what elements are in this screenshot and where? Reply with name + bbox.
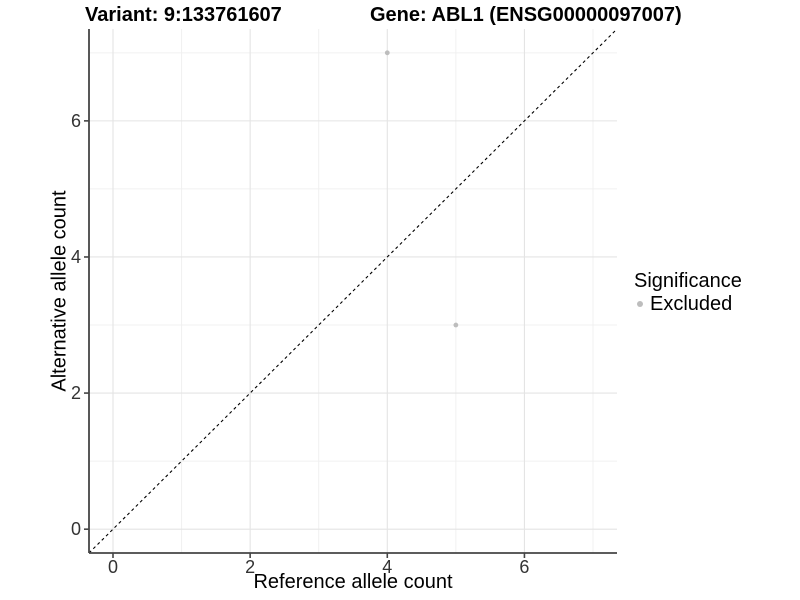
identity-line xyxy=(88,28,618,554)
x-tick-label: 0 xyxy=(108,557,118,577)
legend-title: Significance xyxy=(634,270,742,292)
x-tick-label: 6 xyxy=(519,557,529,577)
legend-item-excluded: Excluded xyxy=(634,292,742,315)
x-tick-label: 2 xyxy=(245,557,255,577)
legend-point-icon xyxy=(637,301,643,307)
y-tick-label: 6 xyxy=(71,111,81,131)
legend: Significance Excluded xyxy=(634,270,742,315)
y-tick-label: 2 xyxy=(71,383,81,403)
y-tick-label: 0 xyxy=(71,519,81,539)
x-tick-label: 4 xyxy=(382,557,392,577)
x-axis-title: Reference allele count xyxy=(253,571,453,593)
plot-title-variant: Variant: 9:133761607 xyxy=(85,4,282,26)
data-point xyxy=(453,322,459,328)
data-point xyxy=(384,50,390,56)
y-axis-title: Alternative allele count xyxy=(48,190,71,392)
y-tick-label: 4 xyxy=(71,247,81,267)
plot-panel: 0 2 4 6 0 2 4 6 xyxy=(71,28,618,577)
legend-item-label: Excluded xyxy=(650,292,733,315)
plot-title-gene: Gene: ABL1 (ENSG00000097007) xyxy=(370,4,682,26)
